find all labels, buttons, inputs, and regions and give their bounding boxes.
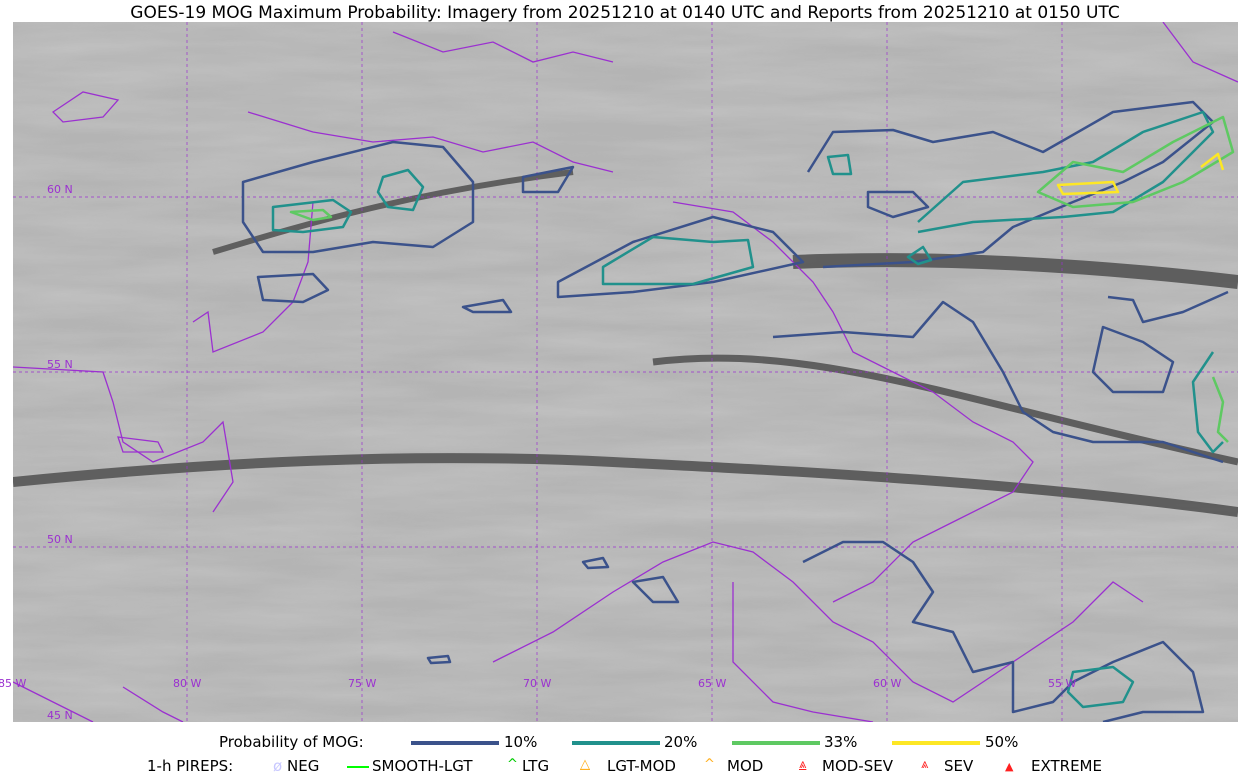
contour-10 [1091, 325, 1175, 394]
contour-20 [826, 153, 853, 176]
line-icon [347, 766, 369, 768]
graticule [13, 22, 1238, 722]
coastlines [13, 22, 1238, 722]
lon-label: 80 W [173, 677, 202, 690]
lat-label: 45 N [47, 709, 73, 722]
legend-label: SEV [944, 757, 974, 775]
lon-label: 55 W [1048, 677, 1077, 690]
legend-label: SMOOTH-LGT [372, 757, 473, 775]
pireps-legend-title: 1-h PIREPS: [147, 757, 234, 775]
contour-20 [601, 235, 755, 286]
contour-20 [271, 198, 353, 234]
lat-label: 55 N [47, 358, 73, 371]
contour-20 [906, 245, 933, 266]
chart-title: GOES-19 MOG Maximum Probability: Imagery… [130, 3, 1120, 23]
lat-label: 60 N [47, 183, 73, 196]
contour-33 [1211, 376, 1229, 443]
filled-triangle-icon: ▲ [1005, 760, 1014, 773]
double-caret-icon: ⩓ [921, 757, 929, 772]
legend-label: 10% [504, 733, 538, 751]
caret-icon: ^ [704, 757, 715, 772]
contour-20 [376, 168, 425, 212]
contour-20 [917, 110, 1215, 234]
lon-label: 65 W [698, 677, 727, 690]
lon-label: 85 W [0, 677, 27, 690]
legend-label: LTG [522, 757, 550, 775]
contour-10 [802, 540, 1205, 722]
legend-label: MOD [727, 757, 764, 775]
legend-label: MOD-SEV [822, 757, 893, 775]
legend-swatch-33 [732, 741, 820, 745]
contour-10 [866, 190, 930, 219]
caret-icon: ^ [507, 757, 518, 772]
lat-label: 50 N [47, 533, 73, 546]
legend-label: NEG [287, 757, 320, 775]
lon-label: 70 W [523, 677, 552, 690]
neg-circle-icon: ø [273, 757, 283, 775]
legend-label: 50% [985, 733, 1019, 751]
contour-10 [256, 272, 330, 304]
legend-label: 33% [824, 733, 858, 751]
contour-10 [772, 300, 1224, 464]
contour-20 [1191, 351, 1224, 454]
contour-50 [1200, 152, 1225, 171]
satellite-map [13, 22, 1238, 722]
legend-swatch-10 [411, 741, 499, 745]
double-caret-bar-icon: ⩓ [799, 757, 807, 772]
legend-label: LGT-MOD [607, 757, 676, 775]
legend-label: EXTREME [1031, 757, 1102, 775]
lon-label: 75 W [348, 677, 377, 690]
mog-contours [241, 100, 1235, 722]
contour-10 [631, 575, 680, 604]
legend-swatch-50 [892, 741, 980, 745]
probability-legend-title: Probability of MOG: [219, 733, 364, 751]
contour-20 [1066, 665, 1135, 709]
contour-10 [426, 654, 452, 665]
caret-bar-icon: △ [580, 757, 590, 772]
dark-bands [13, 169, 1238, 517]
contour-33 [289, 208, 333, 222]
contour-10 [461, 298, 513, 314]
contour-10 [521, 165, 575, 194]
contour-10 [241, 140, 475, 254]
contour-33 [1036, 115, 1235, 209]
contour-50 [1056, 180, 1120, 196]
lon-label: 60 W [873, 677, 902, 690]
legend-swatch-20 [572, 741, 660, 745]
legend-label: 20% [664, 733, 698, 751]
contour-10 [581, 556, 610, 570]
contour-10 [556, 215, 805, 299]
contour-10 [1107, 290, 1229, 324]
